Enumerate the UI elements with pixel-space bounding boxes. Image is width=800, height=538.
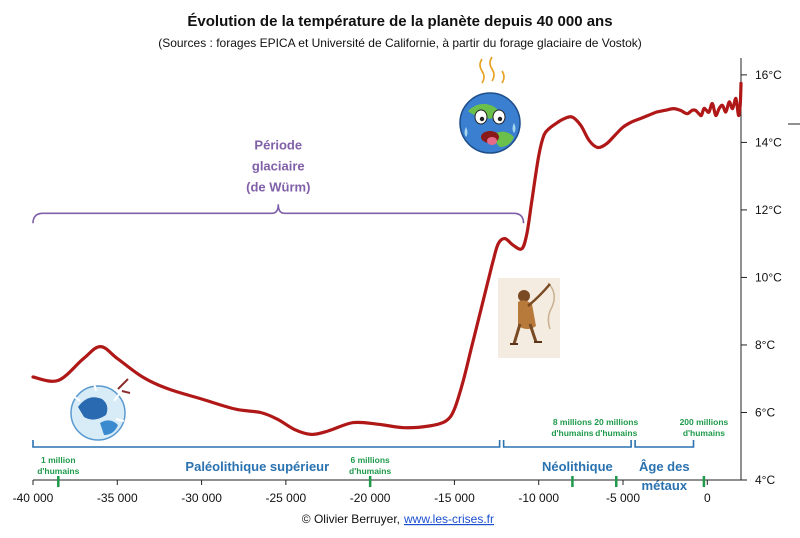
era-bracket-metal-age — [634, 440, 695, 448]
population-label-8m-line-1: 8 millions — [553, 417, 592, 427]
era-annotations: Paléolithique supérieur Néolithique Âge … — [32, 440, 695, 493]
x-tick-label: -10 000 — [518, 491, 559, 505]
y-tick-label: 8°C — [755, 338, 775, 352]
era-label-metal-age-line-2: métaux — [642, 478, 688, 493]
chart-title: Évolution de la température de la planèt… — [187, 13, 612, 30]
glacial-period-annotation: Période glaciaire (de Würm) — [32, 137, 525, 224]
x-tick-label: -35 000 — [97, 491, 138, 505]
x-tick-label: -15 000 — [434, 491, 475, 505]
x-axis-ticks: -40 000 -35 000 -30 000 -25 000 -20 000 -15 0… — [13, 480, 711, 505]
population-annotations: 1 million d'humains 6 millions d'humains… — [37, 417, 729, 487]
y-tick-label: 14°C — [755, 135, 782, 149]
era-label-paleolithic: Paléolithique supérieur — [185, 459, 329, 474]
y-tick-label: 12°C — [755, 203, 782, 217]
glacial-period-label-line-1: Période — [254, 137, 302, 152]
x-tick-label: -5 000 — [606, 491, 640, 505]
glacial-period-label-line-3: (de Würm) — [246, 179, 310, 194]
y-axis-ticks: 4°C 6°C 8°C 10°C 12°C 14°C 16°C — [741, 68, 782, 487]
footer-link[interactable]: www.les-crises.fr — [403, 512, 494, 526]
x-tick-label: -20 000 — [350, 491, 391, 505]
caveman-painting-icon — [498, 278, 560, 358]
y-tick-label: 10°C — [755, 270, 782, 284]
population-label-6m-line-1: 6 millions — [351, 455, 390, 465]
era-bracket-paleolithic — [32, 440, 501, 448]
glacial-period-bracket — [32, 204, 525, 224]
y-tick-label: 4°C — [755, 473, 775, 487]
era-bracket-neolithic — [502, 440, 632, 448]
era-label-neolithic: Néolithique — [542, 459, 613, 474]
population-label-200m-line-1: 200 millions — [680, 417, 729, 427]
y-tick-label: 6°C — [755, 405, 775, 419]
y-tick-label: 16°C — [755, 68, 782, 82]
x-tick-label: -40 000 — [13, 491, 54, 505]
ice-age-earth-icon — [70, 378, 131, 441]
population-label-8m-line-2: d'humains — [551, 428, 593, 438]
population-label-200m-line-2: d'humains — [683, 428, 725, 438]
x-tick-label: 0 — [704, 491, 711, 505]
x-tick-label: -25 000 — [266, 491, 307, 505]
sweating-earth-icon — [459, 56, 521, 154]
chart-subtitle: (Sources : forages EPICA et Université d… — [158, 36, 642, 50]
temperature-series-line — [31, 81, 743, 437]
population-label-1m-line-1: 1 million — [41, 455, 75, 465]
population-label-1m-line-2: d'humains — [37, 466, 79, 476]
era-label-metal-age-line-1: Âge des — [639, 459, 690, 474]
population-label-20m-line-1: 20 millions — [594, 417, 638, 427]
population-label-6m-line-2: d'humains — [349, 466, 391, 476]
footer-credit: © Olivier Berruyer, — [302, 512, 400, 526]
population-label-20m-line-2: d'humains — [595, 428, 637, 438]
x-tick-label: -30 000 — [181, 491, 222, 505]
glacial-period-label-line-2: glaciaire — [252, 158, 305, 173]
